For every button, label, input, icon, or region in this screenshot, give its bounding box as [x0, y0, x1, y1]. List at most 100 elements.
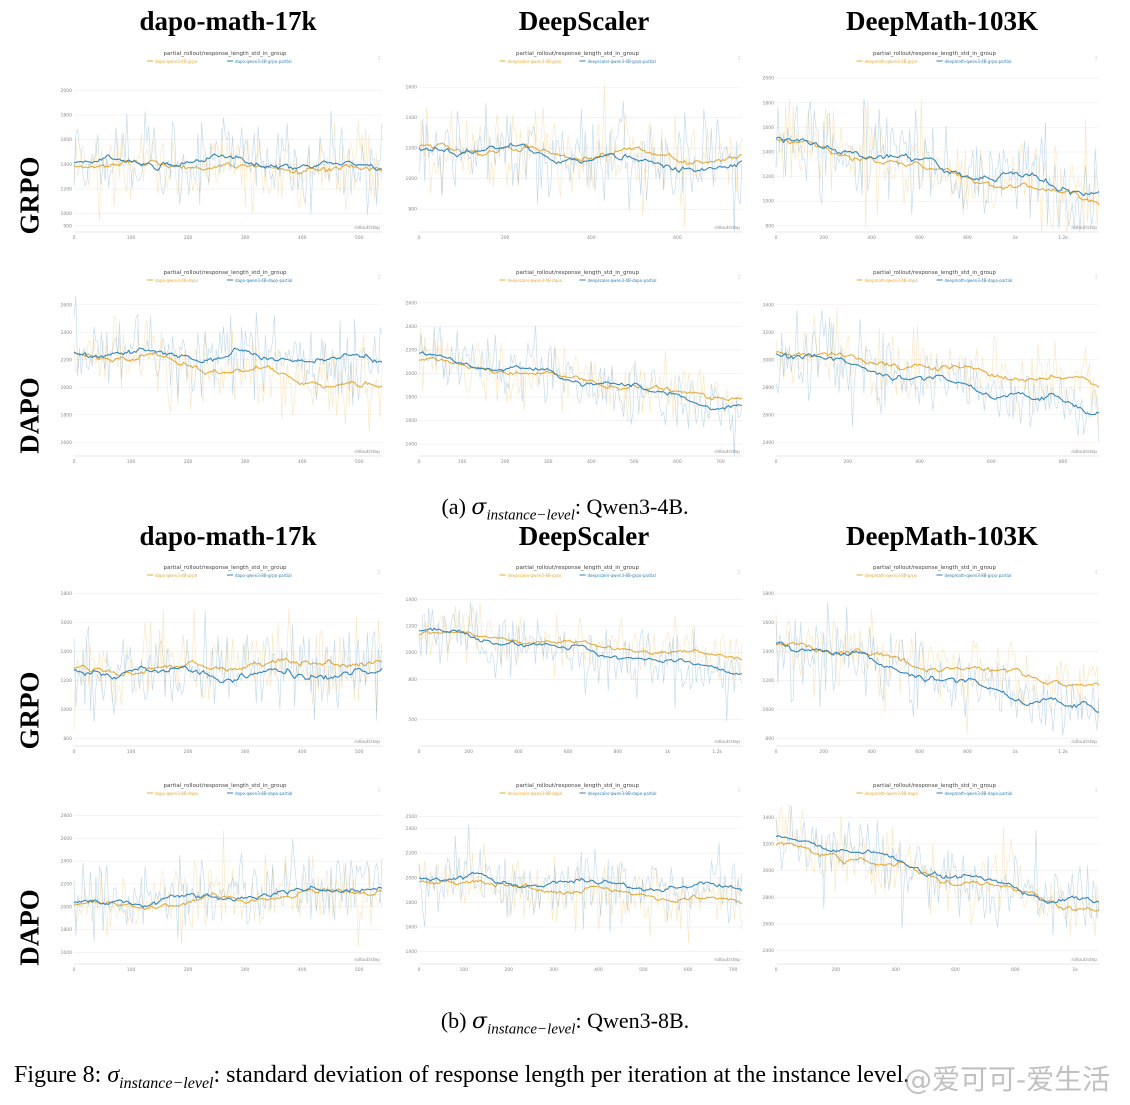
- series-raw-line: [73, 608, 383, 730]
- chart-svg: partial_rollout/response_length_std_in_g…: [763, 783, 1100, 973]
- x-tick-label: 400: [587, 235, 596, 241]
- y-tick-label: 900: [63, 223, 72, 229]
- legend-label: dapo-qwen3-4B-dapo-partial: [235, 278, 292, 283]
- x-tick-label: 200: [820, 749, 829, 755]
- x-tick-label: 600: [684, 967, 693, 973]
- series-raw-line: [418, 602, 743, 680]
- x-axis-label: rollout/step: [714, 739, 740, 745]
- x-tick-label: 400: [915, 459, 924, 465]
- chart-title: partial_rollout/response_length_std_in_g…: [164, 783, 287, 789]
- series-raw-line: [418, 325, 743, 457]
- legend-label: deepmath-qwen3-4B-grpo: [865, 59, 918, 64]
- x-axis-label: rollout/step: [354, 449, 380, 455]
- x-tick-label: 800: [1059, 459, 1068, 465]
- x-tick-label: 400: [594, 967, 603, 973]
- y-tick-label: 1600: [61, 440, 73, 446]
- series-smoothed-line: [73, 159, 383, 175]
- y-tick-label: 2600: [61, 836, 73, 842]
- series-raw-line: [775, 602, 1100, 736]
- chart-title: partial_rollout/response_length_std_in_g…: [516, 270, 639, 276]
- y-tick-label: 1400: [406, 115, 418, 121]
- x-tick-label: 500: [639, 967, 648, 973]
- x-tick-label: 300: [544, 459, 553, 465]
- y-tick-label: 3000: [763, 868, 775, 874]
- y-tick-label: 1800: [61, 113, 73, 119]
- y-tick-label: 2000: [61, 904, 73, 910]
- chart-title: partial_rollout/response_length_std_in_g…: [164, 51, 287, 57]
- y-tick-label: 2000: [61, 88, 73, 94]
- chart-panel: partial_rollout/response_length_std_in_g…: [60, 778, 390, 978]
- menu-icon: ⁝: [738, 55, 740, 62]
- y-tick-label: 1600: [763, 620, 775, 626]
- y-tick-label: 2600: [61, 302, 73, 308]
- x-tick-label: 200: [464, 749, 473, 755]
- y-tick-label: 2800: [763, 895, 775, 901]
- y-tick-label: 2000: [763, 76, 775, 82]
- x-tick-label: 600: [673, 459, 682, 465]
- series-raw-line: [418, 101, 743, 233]
- x-tick-label: 600: [915, 749, 924, 755]
- series-raw-line: [775, 805, 1100, 936]
- y-tick-label: 2200: [406, 851, 418, 857]
- legend-label: deepscaler-qwen3-4B-grpo-partial: [588, 59, 656, 64]
- legend-label: dapo-qwen3-4B-dapo: [155, 278, 199, 283]
- x-tick-label: 100: [127, 967, 136, 973]
- x-tick-label: 1.2k: [1058, 749, 1068, 755]
- menu-icon: ⁝: [738, 569, 740, 576]
- chart-panel: partial_rollout/response_length_std_in_g…: [60, 46, 390, 246]
- y-tick-label: 2600: [763, 922, 775, 928]
- y-tick-label: 3400: [763, 815, 775, 821]
- legend-label: deepmath-qwen3-8B-grpo-partial: [945, 573, 1012, 578]
- x-tick-label: 300: [241, 967, 250, 973]
- figure-caption: Figure 8: σinstance−level: standard devi…: [14, 1062, 910, 1092]
- series-smoothed-line: [418, 142, 743, 165]
- x-tick-label: 0: [775, 235, 778, 241]
- chart-title: partial_rollout/response_length_std_in_g…: [516, 51, 639, 57]
- x-tick-label: 200: [843, 459, 852, 465]
- legend-label: deepmath-qwen3-8B-dapo: [865, 791, 919, 796]
- x-axis-label: rollout/step: [354, 225, 380, 231]
- x-tick-label: 200: [184, 749, 193, 755]
- x-tick-label: 200: [184, 235, 193, 241]
- col-title-dapo-b: dapo-math-17k: [139, 521, 317, 551]
- x-tick-label: 300: [241, 235, 250, 241]
- menu-icon: ⁝: [1095, 569, 1097, 576]
- x-tick-label: 0: [73, 749, 76, 755]
- series-raw-line: [775, 98, 1100, 233]
- watermark: @爱可可-爱生活: [904, 1063, 1111, 1096]
- x-tick-label: 200: [184, 459, 193, 465]
- y-tick-label: 1600: [61, 620, 73, 626]
- x-axis-label: rollout/step: [714, 225, 740, 231]
- legend-label: deepmath-qwen3-8B-dapo-partial: [945, 791, 1013, 796]
- legend-label: dapo-qwen3-8B-dapo-partial: [235, 791, 292, 796]
- series-smoothed-line: [73, 347, 383, 364]
- chart-title: partial_rollout/response_length_std_in_g…: [873, 51, 996, 57]
- chart-panel: partial_rollout/response_length_std_in_g…: [762, 778, 1107, 978]
- y-tick-label: 1200: [763, 174, 775, 180]
- menu-icon: ⁝: [1095, 274, 1097, 281]
- series-raw-line: [73, 839, 383, 941]
- y-tick-label: 2600: [406, 300, 418, 306]
- x-tick-label: 0: [418, 235, 421, 241]
- y-tick-label: 3200: [763, 842, 775, 848]
- col-title-deepscaler-b: DeepScaler: [518, 521, 650, 551]
- y-tick-label: 2400: [406, 324, 418, 330]
- series-smoothed-line: [418, 630, 743, 661]
- x-tick-label: 0: [418, 967, 421, 973]
- series-smoothed-line: [73, 153, 383, 172]
- y-tick-label: 2500: [406, 814, 418, 820]
- legend-label: deepmath-qwen3-4B-dapo-partial: [945, 278, 1013, 283]
- legend-label: dapo-qwen3-8B-dapo: [155, 791, 199, 796]
- y-tick-label: 1800: [763, 100, 775, 106]
- x-tick-label: 200: [820, 235, 829, 241]
- chart-panel: partial_rollout/response_length_std_in_g…: [405, 265, 750, 470]
- y-tick-label: 800: [408, 677, 417, 683]
- chart-title: partial_rollout/response_length_std_in_g…: [873, 783, 996, 789]
- chart-svg: partial_rollout/response_length_std_in_g…: [406, 783, 743, 973]
- y-tick-label: 2400: [406, 826, 418, 832]
- subcaption-b: (b) σinstance−level: Qwen3-8B.: [440, 1008, 690, 1038]
- y-tick-label: 1000: [763, 199, 775, 205]
- legend-label: deepscaler-qwen3-4B-grpo: [508, 59, 562, 64]
- x-tick-label: 0: [775, 459, 778, 465]
- chart-panel: partial_rollout/response_length_std_in_g…: [762, 46, 1107, 246]
